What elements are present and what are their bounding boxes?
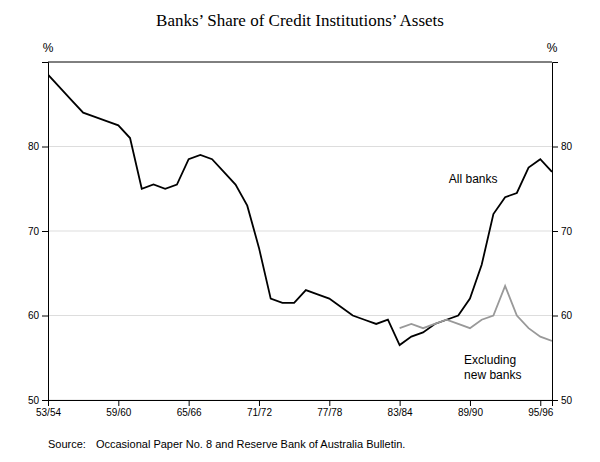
y-tick-label: 60 (28, 310, 40, 321)
x-tick-label: 89/90 (458, 407, 483, 418)
y-tick: 50 (28, 395, 48, 406)
x-tick-label: 71/72 (247, 407, 272, 418)
frame-top (48, 62, 552, 63)
grid (48, 147, 552, 401)
y-tick: 70 (28, 226, 48, 237)
x-tick: 95/96 (528, 400, 553, 418)
y2-tick-mark (552, 316, 558, 317)
y2-tick-label: 50 (561, 395, 573, 406)
y2-tick-mark (552, 147, 558, 148)
y2-tick: 50 (552, 395, 573, 406)
x-tick-label: 77/78 (317, 407, 342, 418)
grid-line (48, 315, 552, 316)
y-tick-mark (42, 147, 48, 148)
x-tick-label: 83/84 (388, 407, 413, 418)
annotation: All banks (449, 172, 498, 186)
y-tick-label: 70 (28, 226, 40, 237)
y-tick-label: 50 (28, 395, 40, 406)
y2-tick-label: 70 (561, 226, 573, 237)
line-series (400, 286, 552, 341)
annotation-line: Excluding (464, 353, 516, 367)
x-tick-mark (540, 400, 541, 406)
y2-tick-mark (552, 231, 558, 232)
y2-tick-label: 80 (561, 141, 573, 152)
x-tick-mark (189, 400, 190, 406)
y2-tick-label: 60 (561, 310, 573, 321)
source-label: Source: (48, 438, 86, 450)
y-tick-mark (42, 316, 48, 317)
y2-tick: 60 (552, 310, 573, 321)
y2-axis-label: % (547, 41, 558, 55)
x-axis-line (49, 401, 553, 407)
x-tick-mark (329, 400, 330, 406)
x-tick: 89/90 (458, 400, 483, 418)
lines (48, 75, 552, 345)
grid-line (48, 146, 552, 147)
y-tick-mark (42, 400, 48, 401)
x-tick-label: 59/60 (106, 407, 131, 418)
x-tick-mark (470, 400, 471, 406)
x-tick: 83/84 (388, 400, 413, 418)
y2-axis: 50 60 70 80 (552, 63, 573, 406)
y-tick-label: 80 (28, 141, 40, 152)
x-tick: 59/60 (106, 400, 131, 418)
y-tick: 80 (28, 141, 48, 152)
y-axis: 50 60 70 80 (28, 63, 49, 406)
x-tick: 71/72 (247, 400, 272, 418)
plot: 53/54 59/60 65/66 71/72 77/78 83/84 89/90 95/96… (28, 62, 573, 418)
y-axis-label: % (43, 41, 54, 55)
y-tick: 60 (28, 310, 48, 321)
grid-line (48, 231, 552, 232)
y2-tick: 70 (552, 226, 573, 237)
y-axis-line (42, 63, 49, 401)
y-tick-mark (42, 231, 48, 232)
x-tick: 77/78 (317, 400, 342, 418)
x-tick-mark (400, 400, 401, 406)
source-body: Occasional Paper No. 8 and Reserve Bank … (96, 438, 405, 450)
x-tick-label: 53/54 (36, 407, 61, 418)
x-tick-mark (118, 400, 119, 406)
annotations: All banks Excludingnew banks (449, 172, 522, 381)
x-tick-label: 65/66 (177, 407, 202, 418)
line-series (48, 75, 552, 345)
annotation-line: new banks (464, 368, 521, 382)
chart: 53/54 59/60 65/66 71/72 77/78 83/84 89/90 95/96… (0, 0, 600, 462)
x-tick: 53/54 (36, 400, 61, 418)
title: Banks’ Share of Credit Institutions’ Ass… (156, 11, 444, 30)
y2-tick: 80 (552, 141, 573, 152)
y2-tick-mark (552, 400, 558, 401)
x-tick: 65/66 (177, 400, 202, 418)
y2-axis-line (553, 63, 559, 401)
annotation: Excludingnew banks (464, 353, 521, 381)
x-tick-label: 95/96 (528, 407, 553, 418)
x-tick-mark (259, 400, 260, 406)
x-axis: 53/54 59/60 65/66 71/72 77/78 83/84 89/90 95/96 (36, 400, 554, 418)
